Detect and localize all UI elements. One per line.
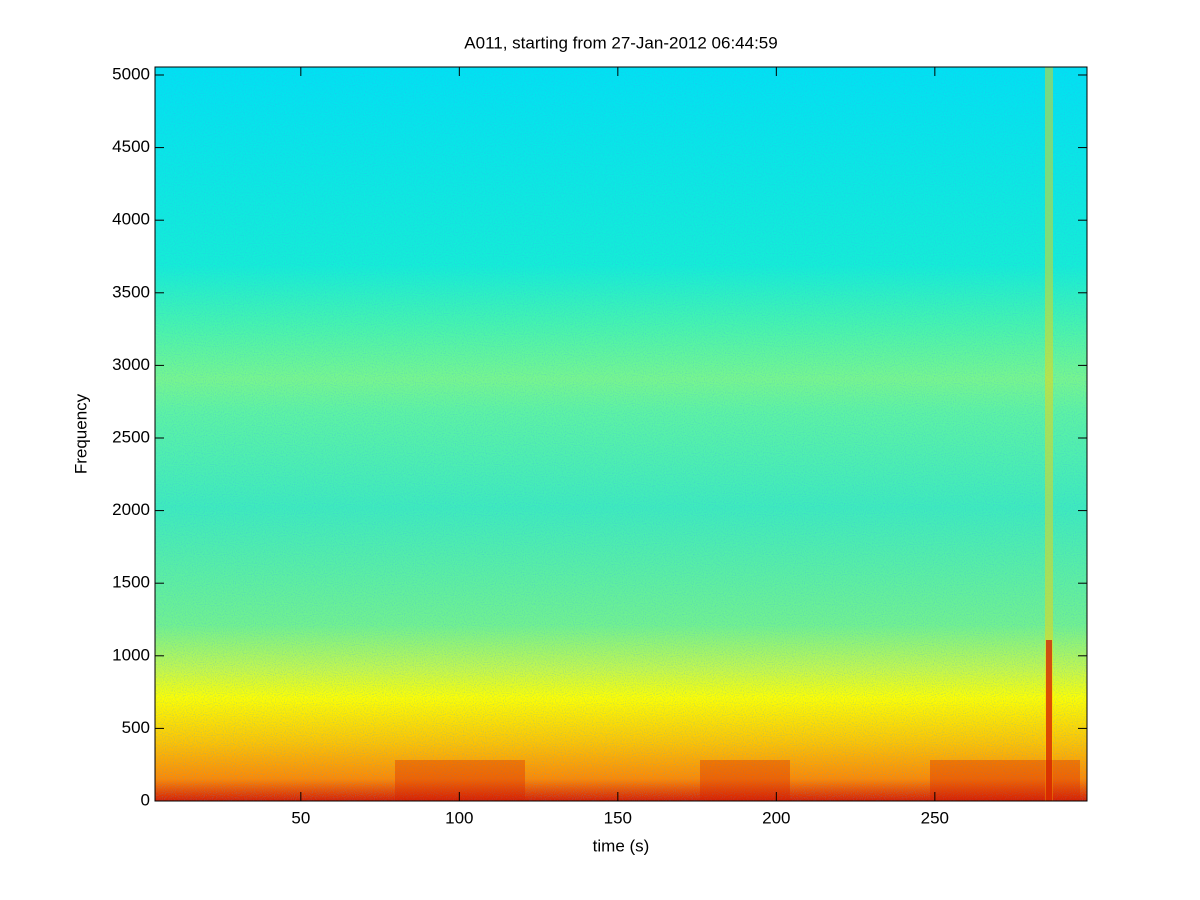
y-tick-label: 500 xyxy=(122,718,150,737)
y-tick-label: 3500 xyxy=(112,282,150,301)
x-tick-label: 150 xyxy=(604,808,632,827)
x-tick-label: 50 xyxy=(291,808,310,827)
y-tick-label: 4500 xyxy=(112,137,150,156)
chart-title: A011, starting from 27-Jan-2012 06:44:59 xyxy=(464,33,777,52)
x-tick-label: 100 xyxy=(445,808,473,827)
y-tick-label: 5000 xyxy=(112,64,150,83)
x-tick-label: 250 xyxy=(921,808,949,827)
y-tick-label: 1000 xyxy=(112,645,150,664)
y-tick-label: 2500 xyxy=(112,427,150,446)
y-tick-label: 3000 xyxy=(112,355,150,374)
spectrogram-image xyxy=(155,67,1087,801)
y-tick-label: 4000 xyxy=(112,210,150,229)
y-tick-label: 1500 xyxy=(112,573,150,592)
x-tick-label: 200 xyxy=(762,808,790,827)
axes-box xyxy=(154,66,1088,802)
x-axis-label: time (s) xyxy=(593,836,650,855)
y-tick-label: 2000 xyxy=(112,500,150,519)
y-axis-label: Frequency xyxy=(71,393,90,474)
y-tick-label: 0 xyxy=(141,790,150,809)
